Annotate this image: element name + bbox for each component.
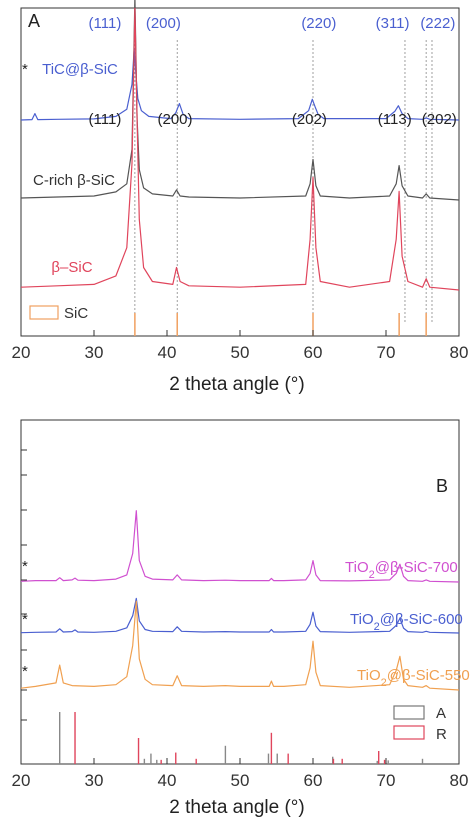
sic-legend-label: SiC xyxy=(64,305,88,322)
panel-a-hkl-label-upper-3: (311) xyxy=(376,15,410,32)
panel-b-series xyxy=(20,510,460,691)
panel-b-impurity-star-2: * xyxy=(22,663,28,680)
panel-a-hkl-label-lower-9: (202) xyxy=(422,111,457,128)
panel-a-legend: SiC xyxy=(29,305,88,322)
panel-b-series-label-tio2-sic-600: TiO2@β-SiC-600 xyxy=(350,611,463,633)
panel-b-x-tick-label-50: 50 xyxy=(231,771,250,790)
panel-b-series-tio2-sic-550 xyxy=(20,600,460,691)
panel-b-reference-sticks xyxy=(58,712,424,764)
panel-b-x-tick-label-40: 40 xyxy=(158,771,177,790)
panel-a: A (111) (200) (220) (311) (222) (111) (200) (20… xyxy=(12,0,469,395)
panel-a-x-tick-label-80: 80 xyxy=(450,343,469,362)
panel-a-series xyxy=(20,0,460,291)
panel-b-legend: A R xyxy=(393,705,447,743)
panel-b-x-tick-label-80: 80 xyxy=(450,771,469,790)
panel-a-series-tic-sic xyxy=(20,47,460,121)
panel-a-letter: A xyxy=(28,11,40,31)
panel-b-series-tio2-sic-600 xyxy=(20,597,460,634)
panel-a-hkl-label-lower-6: (200) xyxy=(158,111,193,128)
panel-a-hkl-label-lower-8: (113) xyxy=(378,111,412,128)
panel-b-series-tio2-sic-700 xyxy=(20,510,460,583)
panel-a-x-tick-label-20: 20 xyxy=(12,343,31,362)
panel-b-impurity-star-1: * xyxy=(22,611,28,628)
panel-a-x-tick-label-70: 70 xyxy=(377,343,396,362)
panel-a-x-tick-label-60: 60 xyxy=(304,343,323,362)
panel-b-y-ticks xyxy=(21,449,27,721)
panel-a-x-axis: 20 30 40 50 60 70 80 xyxy=(12,330,469,362)
sic-legend-swatch xyxy=(29,305,59,320)
panel-b-x-tick-label-20: 20 xyxy=(12,771,31,790)
panel-a-hkl-label-lower-7: (202) xyxy=(292,111,327,128)
panel-a-hkl-label-upper-1: (200) xyxy=(146,15,181,32)
panel-a-series-label-tic-sic: TiC@β-SiC xyxy=(42,61,118,78)
panel-a-x-tick-label-50: 50 xyxy=(231,343,250,362)
panel-b-series-labels: * TiO2@β-SiC-700 * TiO2@β-SiC-600 * TiO2@β-Si… xyxy=(22,558,470,689)
panel-a-series-labels: * TiC@β-SiC C-rich β-SiC β–SiC xyxy=(22,61,118,276)
panel-a-impurity-star: * xyxy=(22,61,28,78)
panel-b-x-tick-label-60: 60 xyxy=(304,771,323,790)
anatase-legend-swatch xyxy=(393,705,425,720)
panel-a-hkl-label-upper-2: (220) xyxy=(301,15,336,32)
panel-b-x-tick-label-70: 70 xyxy=(377,771,396,790)
panel-a-x-tick-label-40: 40 xyxy=(158,343,177,362)
panel-b-series-label-tio2-sic-700: TiO2@β-SiC-700 xyxy=(345,559,458,581)
rutile-legend-swatch xyxy=(393,725,425,740)
panel-a-series-label-sic: β–SiC xyxy=(51,259,92,276)
panel-b-x-axis: 20 30 40 50 60 70 80 xyxy=(12,758,469,790)
panel-a-x-tick-label-30: 30 xyxy=(85,343,104,362)
panel-b-impurity-star-0: * xyxy=(22,558,28,575)
panel-a-series-sic xyxy=(20,7,460,291)
panel-b: B * TiO2@β-SiC-700 * TiO2@β-SiC-600 * TiO2@β-… xyxy=(12,419,470,818)
panel-a-hkl-label-lower-5: (111) xyxy=(89,111,122,128)
panel-a-hkl-label-upper-4: (222) xyxy=(420,15,455,32)
rutile-legend-label: R xyxy=(436,726,447,743)
panel-b-x-axis-label: 2 theta angle (°) xyxy=(169,797,304,818)
panel-b-letter: B xyxy=(436,476,448,496)
panel-a-x-axis-label: 2 theta angle (°) xyxy=(169,374,304,395)
anatase-legend-label: A xyxy=(436,705,446,722)
panel-a-annotations: (111) (200) (220) (311) (222) (111) (200) (202)… xyxy=(89,15,457,128)
panel-a-hkl-label-upper-0: (111) xyxy=(89,15,122,32)
panel-a-reference-sticks xyxy=(134,313,427,336)
panel-b-x-tick-label-30: 30 xyxy=(85,771,104,790)
panel-b-series-label-tio2-sic-550: TiO2@β-SiC-550 xyxy=(357,667,470,689)
panel-a-series-label-c-rich-sic: C-rich β-SiC xyxy=(33,172,115,189)
